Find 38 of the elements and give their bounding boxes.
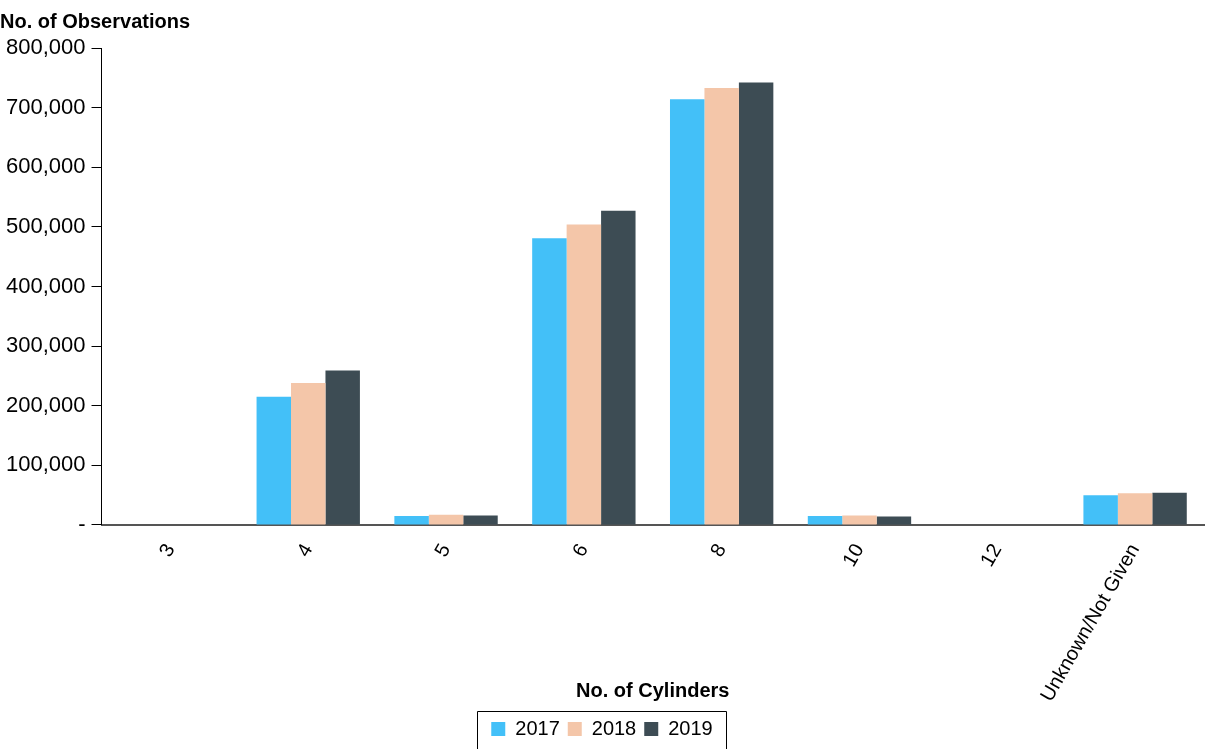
bar <box>256 396 292 525</box>
bar <box>1117 493 1153 525</box>
x-tick-label: 10 <box>837 539 868 570</box>
bar <box>807 516 843 525</box>
y-axis-title: No. of Observations <box>0 9 191 32</box>
bar <box>1083 495 1118 525</box>
bar <box>842 515 877 525</box>
y-tick-label: 200,000 <box>5 391 86 417</box>
y-tick-label: 700,000 <box>5 93 86 119</box>
bar <box>463 515 498 525</box>
x-tick-label: 5 <box>429 539 455 561</box>
bar <box>738 82 774 525</box>
bar <box>428 514 464 525</box>
y-tick-label: 100,000 <box>5 451 86 477</box>
bar <box>291 383 326 525</box>
bar <box>704 87 739 525</box>
x-tick-label: 4 <box>291 539 317 561</box>
y-tick-label: 400,000 <box>5 272 86 298</box>
bar <box>394 516 429 525</box>
y-tick-label: 600,000 <box>5 153 86 179</box>
x-tick-label: 3 <box>154 539 179 561</box>
y-tick-label: - <box>78 511 86 537</box>
y-tick-label: 300,000 <box>5 332 86 358</box>
legend-label: 2019 <box>668 716 713 739</box>
bar <box>325 370 360 525</box>
bar <box>601 210 636 525</box>
x-tick-label: 8 <box>705 539 730 561</box>
legend-label: 2017 <box>515 716 560 739</box>
y-tick-label: 500,000 <box>5 212 86 238</box>
bar <box>669 99 705 525</box>
bar <box>1152 492 1187 525</box>
bar <box>566 224 602 525</box>
x-axis-title: No. of Cylinders <box>576 678 730 701</box>
x-tick-label: 12 <box>975 539 1006 570</box>
bar <box>532 238 567 525</box>
y-tick-label: 800,000 <box>5 34 86 60</box>
legend-label: 2018 <box>591 716 637 739</box>
x-tick-label: 6 <box>567 539 593 561</box>
